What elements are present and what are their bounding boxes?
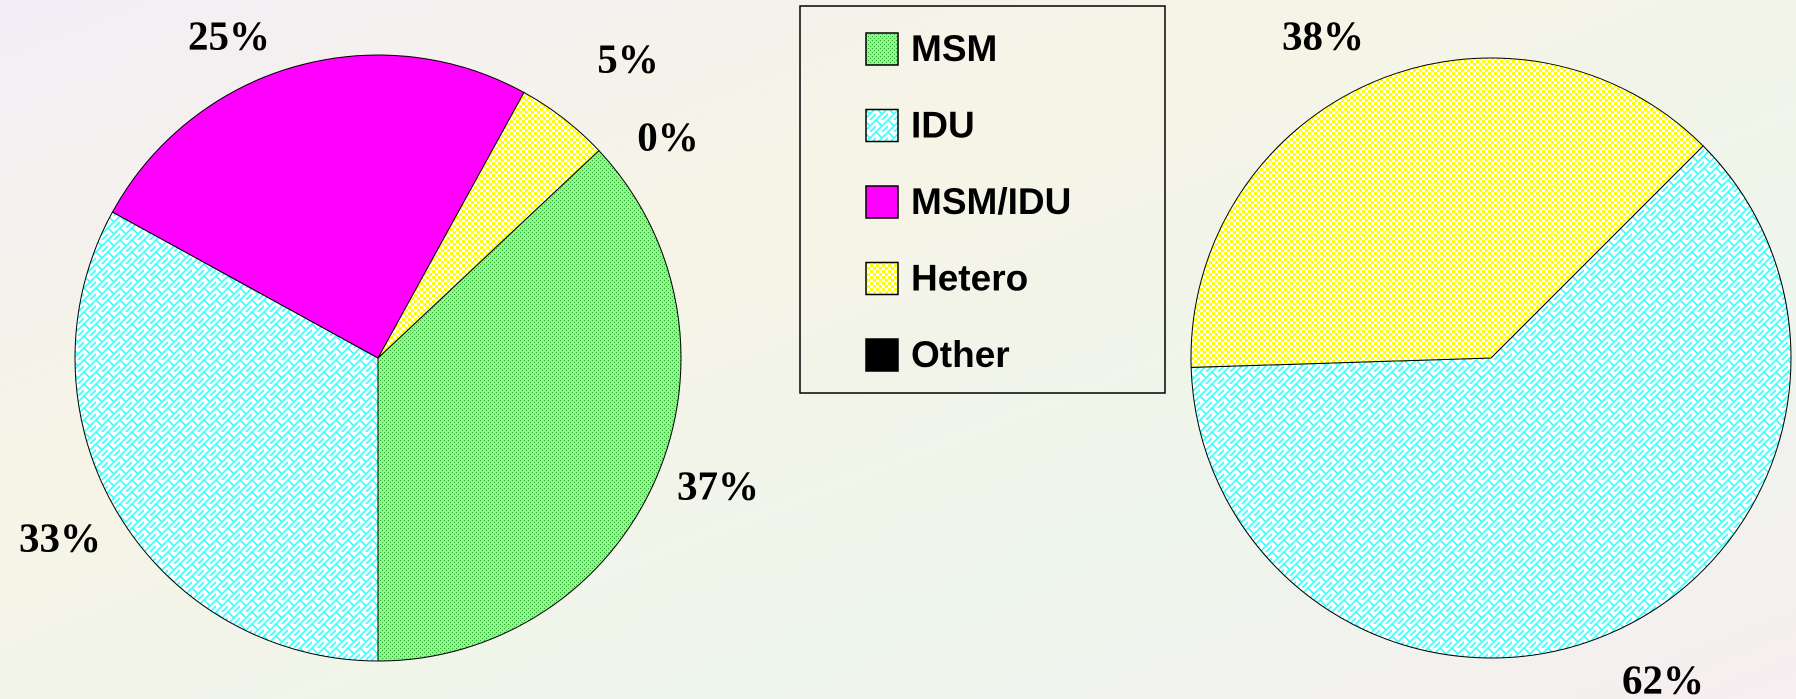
legend-swatch — [865, 261, 899, 296]
legend-box — [799, 5, 1166, 394]
data-label: 25% — [188, 12, 270, 58]
pie-slice — [74, 211, 379, 662]
data-label: 62% — [1622, 656, 1704, 699]
pie-slice — [377, 149, 682, 662]
legend-label: MSM — [911, 28, 997, 69]
legend-label: Other — [911, 334, 1010, 375]
legend-swatch — [865, 32, 899, 66]
data-label: 5% — [597, 35, 659, 81]
data-label: 37% — [677, 462, 759, 508]
legend-label: Hetero — [911, 257, 1028, 298]
pie-slice — [1190, 145, 1792, 659]
data-label: 33% — [19, 514, 101, 560]
legend-label: IDU — [911, 104, 975, 145]
data-label: 38% — [1282, 12, 1364, 58]
legend-swatch — [865, 108, 899, 143]
legend-label: MSM/IDU — [911, 181, 1071, 222]
legend-swatch — [865, 185, 899, 219]
data-label: 0% — [637, 113, 699, 159]
pie-slice — [1190, 57, 1704, 368]
legend-swatch — [865, 338, 899, 372]
pie-slice — [377, 91, 600, 359]
pie-slice — [111, 54, 525, 359]
